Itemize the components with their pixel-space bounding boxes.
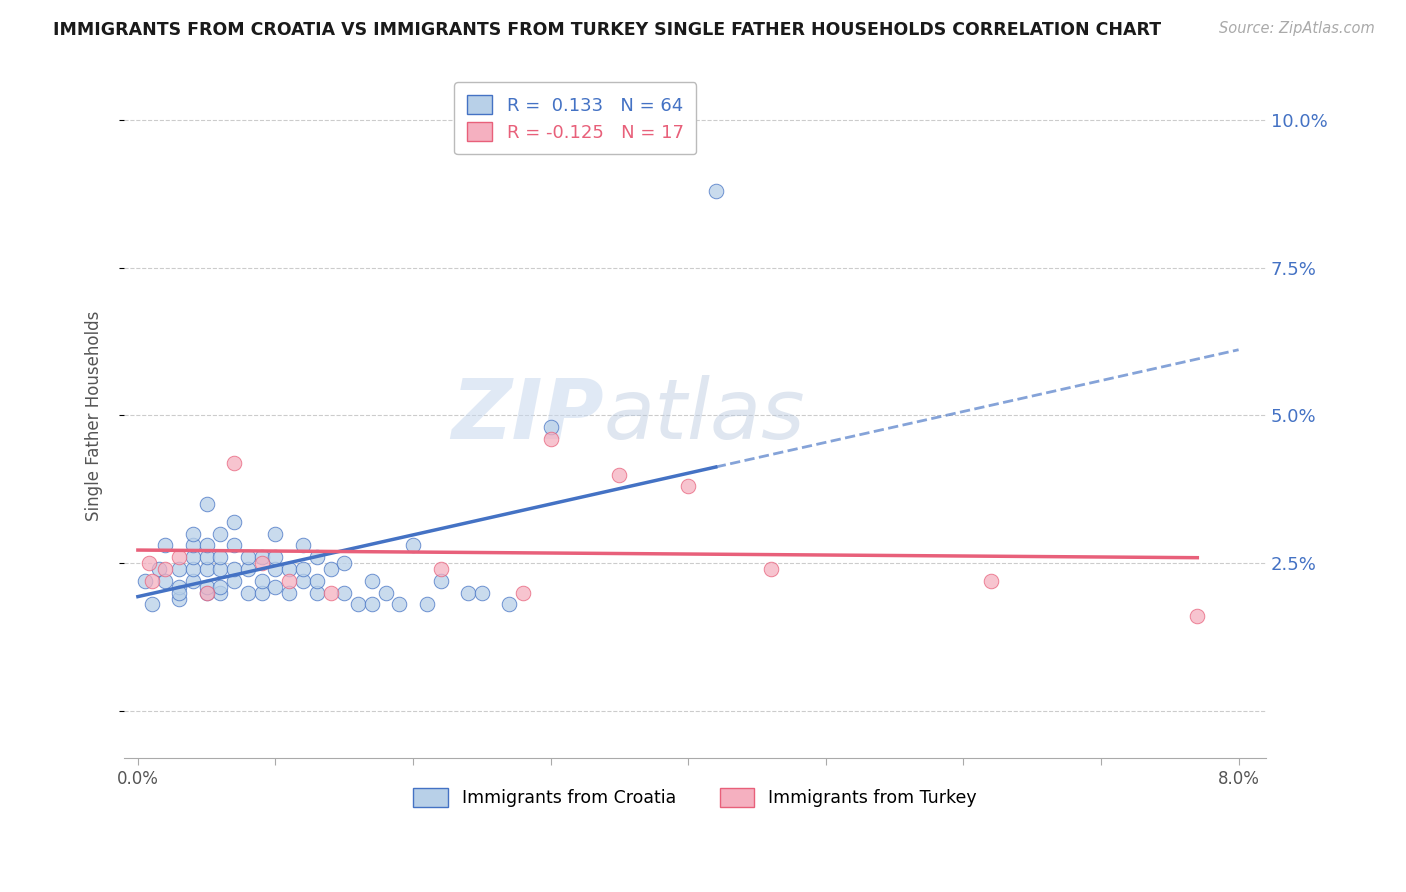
Point xyxy=(250,574,273,588)
Point xyxy=(360,574,382,588)
Point xyxy=(319,585,342,599)
Point xyxy=(305,574,328,588)
Point xyxy=(512,585,534,599)
Point xyxy=(138,556,160,570)
Point xyxy=(209,562,232,576)
Legend: Immigrants from Croatia, Immigrants from Turkey: Immigrants from Croatia, Immigrants from… xyxy=(406,781,984,814)
Point xyxy=(195,538,218,552)
Point xyxy=(278,574,301,588)
Point xyxy=(457,585,479,599)
Point xyxy=(278,562,301,576)
Point xyxy=(347,598,370,612)
Point xyxy=(195,580,218,594)
Point xyxy=(1187,609,1209,624)
Point xyxy=(540,420,562,434)
Point xyxy=(236,585,259,599)
Point xyxy=(181,538,204,552)
Point xyxy=(224,515,246,529)
Point xyxy=(678,479,700,493)
Point xyxy=(250,556,273,570)
Point xyxy=(429,562,451,576)
Point xyxy=(224,574,246,588)
Point xyxy=(181,574,204,588)
Point xyxy=(195,562,218,576)
Point xyxy=(209,580,232,594)
Point xyxy=(134,574,156,588)
Point xyxy=(305,585,328,599)
Point xyxy=(704,184,727,198)
Point xyxy=(540,432,562,446)
Point xyxy=(292,574,315,588)
Point xyxy=(402,538,425,552)
Point xyxy=(195,585,218,599)
Point xyxy=(209,526,232,541)
Point xyxy=(374,585,396,599)
Point xyxy=(181,550,204,565)
Point xyxy=(224,456,246,470)
Point xyxy=(167,580,190,594)
Point xyxy=(429,574,451,588)
Point xyxy=(236,550,259,565)
Point xyxy=(224,562,246,576)
Point xyxy=(167,591,190,606)
Point xyxy=(167,550,190,565)
Point xyxy=(759,562,782,576)
Y-axis label: Single Father Households: Single Father Households xyxy=(86,310,103,521)
Point xyxy=(388,598,411,612)
Point xyxy=(264,562,287,576)
Text: Source: ZipAtlas.com: Source: ZipAtlas.com xyxy=(1219,21,1375,37)
Point xyxy=(148,562,170,576)
Point xyxy=(195,585,218,599)
Point xyxy=(250,550,273,565)
Point xyxy=(609,467,631,482)
Point xyxy=(236,562,259,576)
Point xyxy=(278,585,301,599)
Point xyxy=(416,598,439,612)
Point xyxy=(155,574,177,588)
Point xyxy=(980,574,1002,588)
Point xyxy=(360,598,382,612)
Point xyxy=(155,562,177,576)
Text: IMMIGRANTS FROM CROATIA VS IMMIGRANTS FROM TURKEY SINGLE FATHER HOUSEHOLDS CORRE: IMMIGRANTS FROM CROATIA VS IMMIGRANTS FR… xyxy=(53,21,1161,39)
Point xyxy=(224,538,246,552)
Point xyxy=(498,598,520,612)
Point xyxy=(209,585,232,599)
Point xyxy=(319,562,342,576)
Point xyxy=(264,580,287,594)
Point xyxy=(167,562,190,576)
Point xyxy=(155,538,177,552)
Point xyxy=(264,526,287,541)
Point xyxy=(471,585,494,599)
Point xyxy=(292,562,315,576)
Point xyxy=(181,562,204,576)
Point xyxy=(141,598,163,612)
Text: atlas: atlas xyxy=(603,375,806,456)
Point xyxy=(141,574,163,588)
Point xyxy=(195,550,218,565)
Point xyxy=(333,585,356,599)
Point xyxy=(209,550,232,565)
Point xyxy=(167,585,190,599)
Point xyxy=(264,550,287,565)
Text: ZIP: ZIP xyxy=(451,375,603,456)
Point xyxy=(181,526,204,541)
Point xyxy=(250,585,273,599)
Point xyxy=(305,550,328,565)
Point xyxy=(333,556,356,570)
Point xyxy=(292,538,315,552)
Point xyxy=(195,497,218,511)
